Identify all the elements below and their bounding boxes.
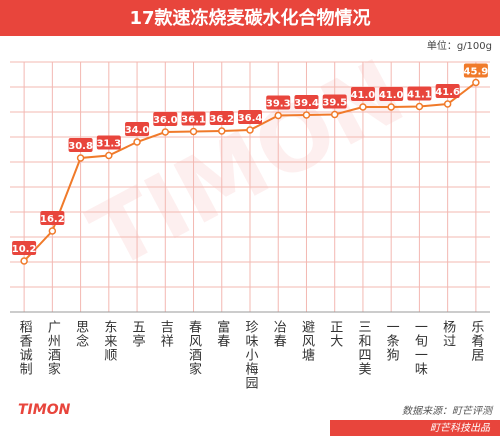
marker (387, 103, 395, 111)
chart-title: 17款速冻烧麦碳水化合物情况 (129, 7, 370, 29)
value-label: 30.8 (68, 141, 93, 152)
value-label-bg (266, 95, 291, 110)
x-tick-label: 春风酒家 (186, 320, 202, 376)
value-label-bg (294, 95, 319, 109)
value-label-bg (40, 211, 65, 225)
x-tick-label: 稻香诚制 (17, 320, 32, 376)
x-tick-label: 五亭 (130, 320, 146, 348)
marker (246, 126, 254, 134)
marker (161, 128, 170, 136)
watermark: TIMON (74, 40, 420, 291)
x-tick-label: 正大 (327, 320, 343, 348)
value-label-bg (463, 63, 488, 78)
marker (76, 154, 85, 162)
value-label-bg (209, 111, 234, 125)
credit: 町芒科技出品 (430, 422, 491, 434)
value-label: 36.0 (153, 115, 178, 126)
marker (133, 138, 141, 146)
footer-bar (330, 420, 500, 436)
value-label: 34.0 (125, 125, 150, 136)
unit-label: 单位：g/100g (427, 39, 492, 52)
value-label-bg (379, 87, 404, 101)
marker (302, 111, 311, 119)
value-label-bg (181, 111, 206, 126)
value-label: 31.3 (96, 139, 121, 150)
marker (359, 103, 367, 111)
x-tick-label: 东来顺 (101, 320, 117, 362)
value-label: 39.4 (294, 98, 319, 109)
value-label: 39.3 (266, 99, 291, 110)
value-label-bg (96, 135, 121, 150)
value-label: 36.2 (209, 114, 234, 125)
title-bar (0, 0, 500, 36)
value-label: 36.4 (238, 113, 263, 124)
x-tick-label: 富春 (214, 319, 230, 348)
value-label-bg (125, 122, 150, 136)
value-label: 41.6 (435, 87, 460, 98)
value-label: 10.2 (12, 244, 37, 255)
x-tick-label: 广州酒家 (45, 320, 61, 376)
marker (189, 127, 198, 136)
marker (20, 257, 28, 265)
value-label: 16.2 (40, 214, 65, 225)
value-label-bg (68, 138, 93, 152)
logo: TIMON (18, 402, 71, 418)
value-label-bg (153, 112, 178, 126)
value-label: 41.0 (351, 90, 376, 101)
x-tick-label: 珍味小梅园 (243, 320, 259, 390)
marker (443, 100, 452, 108)
value-label: 39.5 (322, 98, 347, 109)
value-label: 36.1 (181, 115, 206, 126)
value-label: 41.0 (379, 90, 404, 101)
marker (105, 151, 113, 160)
value-label-bg (238, 110, 262, 124)
source: 数据来源：町芒评测 (402, 405, 494, 417)
value-label-bg (12, 241, 37, 255)
marker (48, 227, 57, 235)
x-tick-label: 乐肴居 (468, 320, 484, 362)
value-label-bg (435, 84, 460, 98)
marker (472, 78, 480, 87)
x-tick-label: 一旬一味 (412, 320, 428, 376)
value-label-bg (322, 94, 347, 109)
marker (218, 127, 226, 135)
value-label: 45.9 (464, 67, 489, 78)
value-label: 41.1 (407, 90, 432, 101)
value-label-bg (350, 87, 375, 101)
x-tick-label: 一条狗 (384, 320, 400, 362)
x-tick-label: 杨过 (440, 320, 456, 348)
x-tick-label: 冶春 (271, 320, 287, 348)
x-tick-label: 思念 (73, 320, 89, 348)
value-label-bg (407, 86, 432, 101)
marker (274, 111, 282, 120)
marker (330, 110, 339, 119)
x-tick-label: 三和四美 (355, 320, 371, 376)
x-tick-label: 吉祥 (158, 320, 174, 348)
marker (415, 102, 424, 111)
x-tick-label: 避风塘 (299, 320, 315, 362)
